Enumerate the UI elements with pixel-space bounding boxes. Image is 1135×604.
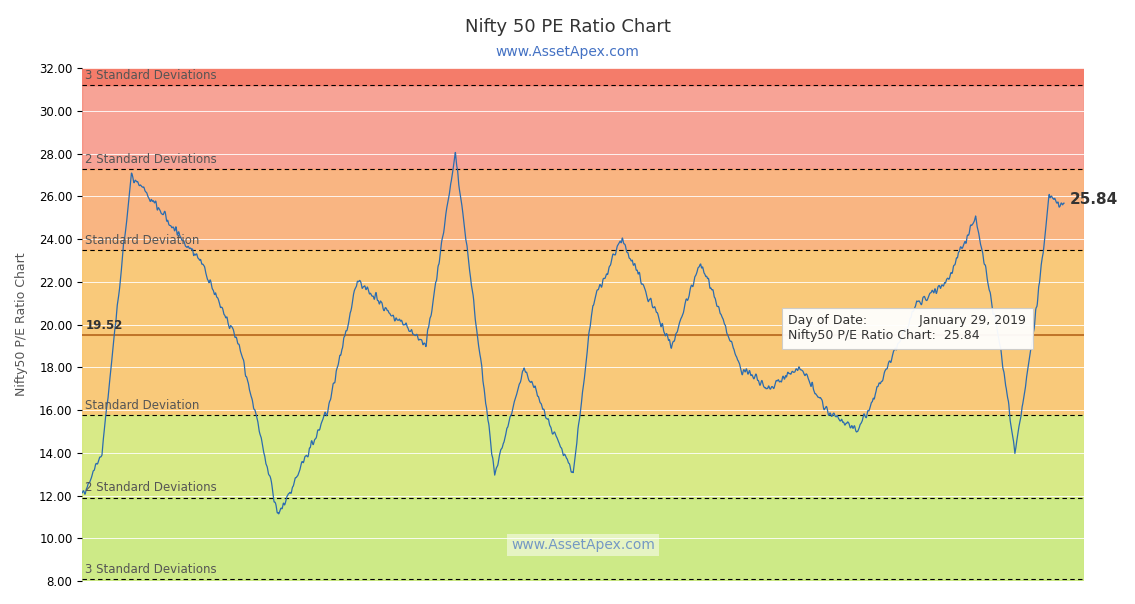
Y-axis label: Nifty50 P/E Ratio Chart: Nifty50 P/E Ratio Chart (15, 253, 28, 396)
Bar (83, 250, 1084, 335)
Bar (83, 498, 1084, 581)
Text: Standard Deviation: Standard Deviation (85, 234, 200, 246)
Bar (83, 335, 1084, 416)
Text: 3 Standard Deviations: 3 Standard Deviations (85, 563, 217, 576)
Text: 19.52: 19.52 (85, 319, 123, 332)
Bar (83, 85, 1084, 169)
Text: 25.84: 25.84 (1070, 193, 1118, 207)
Text: 3 Standard Deviations: 3 Standard Deviations (85, 69, 217, 82)
Bar (83, 68, 1084, 85)
Text: www.AssetApex.com: www.AssetApex.com (496, 45, 639, 59)
Text: Nifty 50 PE Ratio Chart: Nifty 50 PE Ratio Chart (464, 18, 671, 36)
Text: 2 Standard Deviations: 2 Standard Deviations (85, 153, 217, 165)
Bar (83, 416, 1084, 498)
Text: www.AssetApex.com: www.AssetApex.com (511, 538, 655, 552)
Text: Day of Date:             January 29, 2019
Nifty50 P/E Ratio Chart:  25.84: Day of Date: January 29, 2019 Nifty50 P/… (789, 315, 1026, 342)
Bar (83, 169, 1084, 250)
Text: 2 Standard Deviations: 2 Standard Deviations (85, 481, 217, 495)
Text: Standard Deviation: Standard Deviation (85, 399, 200, 413)
